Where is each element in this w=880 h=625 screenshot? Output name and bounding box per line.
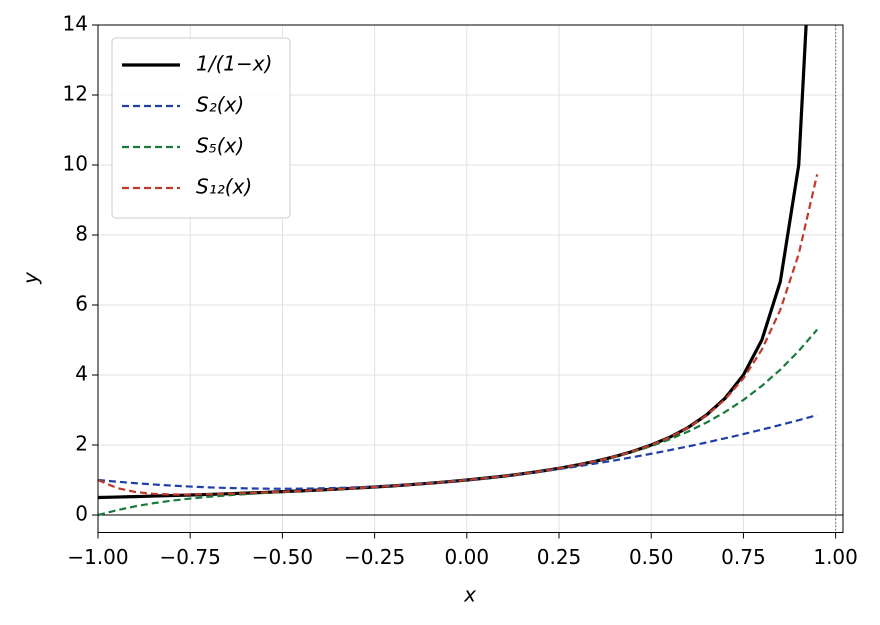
x-tick-label: 0.50 [629,545,674,569]
legend-label: 1/(1−x) [196,52,272,76]
x-tick-label: 0.25 [537,545,582,569]
legend-label: S₅(x) [196,134,244,158]
legend-label: S₂(x) [196,93,244,117]
y-axis-label: y [19,271,43,285]
series-line [98,328,819,517]
x-tick-label: 1.00 [813,545,858,569]
x-tick-label: −0.50 [252,545,313,569]
legend-box [111,37,291,219]
y-tick-label: 10 [63,152,88,176]
y-tick-label: 2 [75,432,88,456]
x-tick-label: −1.00 [67,545,128,569]
x-tick-label: −0.25 [344,545,405,569]
x-tick-label: 0.00 [445,545,490,569]
y-tick-label: 12 [63,82,88,106]
y-tick-label: 4 [75,362,88,386]
x-axis-label: x [463,583,476,607]
series-line [98,174,819,496]
y-tick-label: 6 [75,292,88,316]
x-tick-label: 0.75 [721,545,766,569]
plot-area [98,25,843,533]
legend-label: S₁₂(x) [196,175,252,199]
y-tick-label: 8 [75,222,88,246]
x-tick-label: −0.75 [160,545,221,569]
y-tick-label: 0 [75,502,88,526]
series-line [98,414,818,490]
plot-frame [97,24,844,533]
y-tick-label: 14 [63,12,88,36]
